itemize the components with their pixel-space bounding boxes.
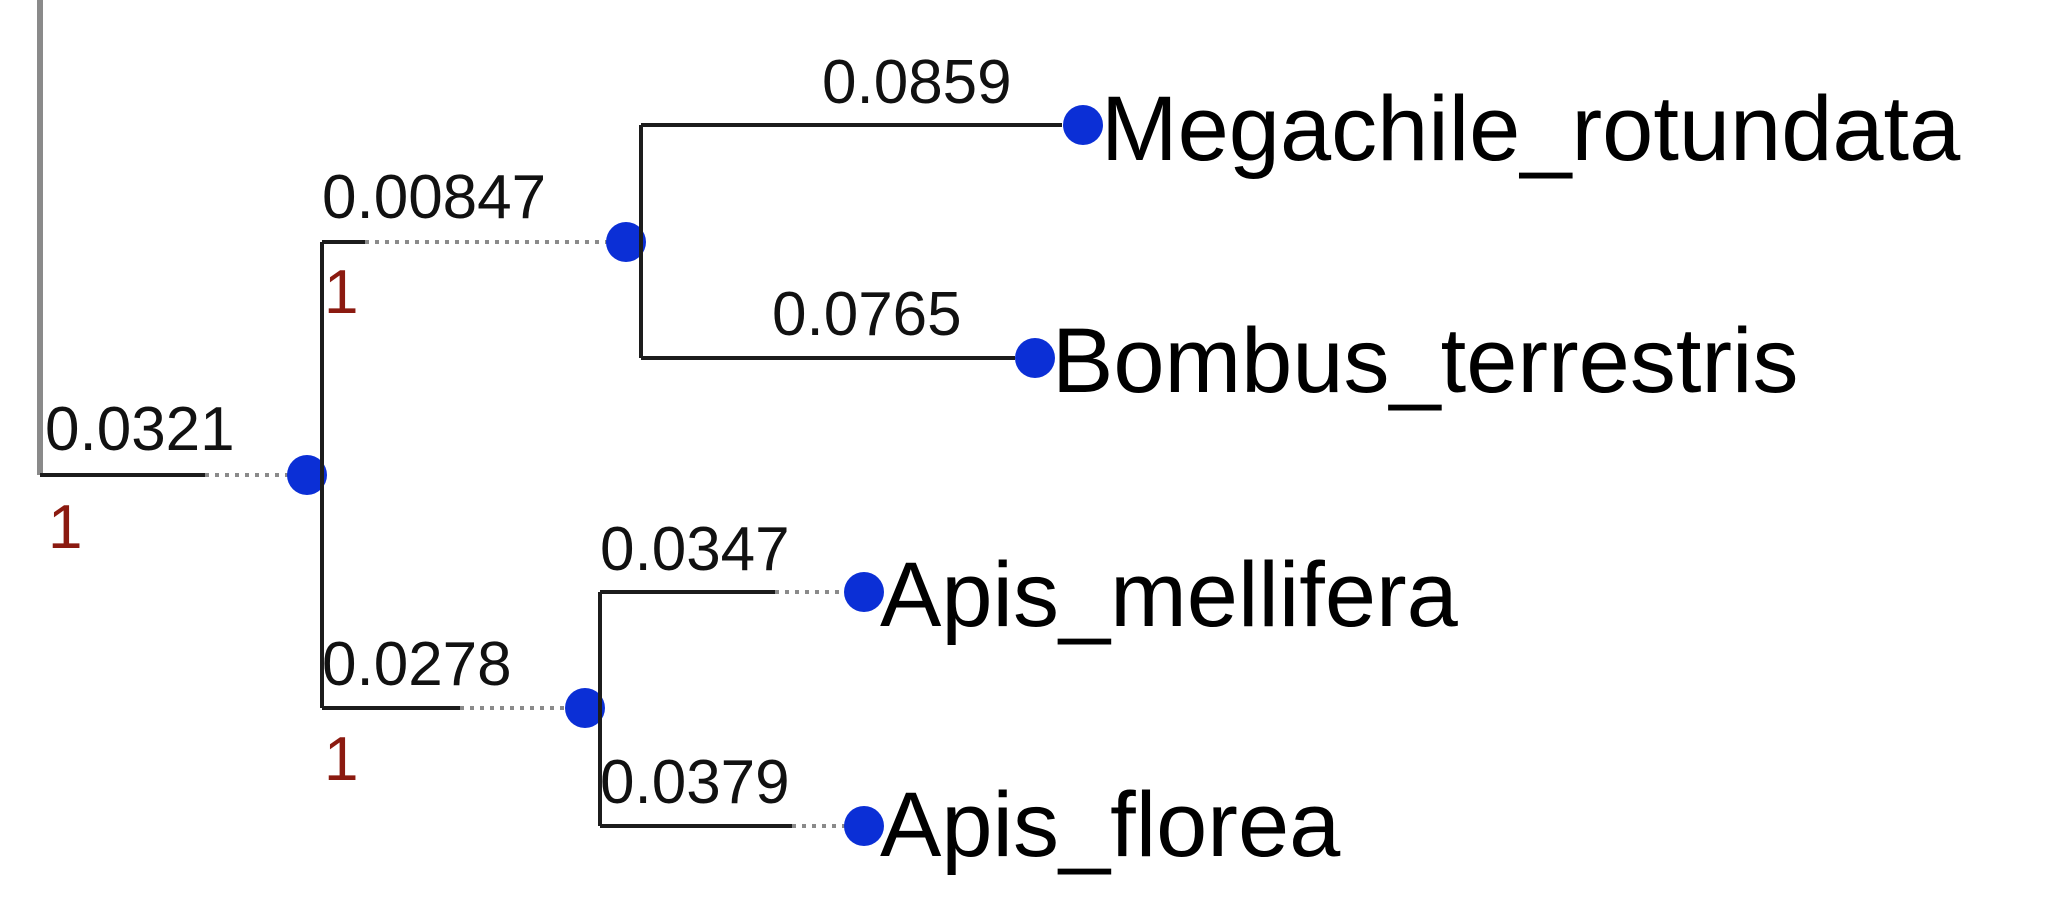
taxon-label-megachile: Megachile_rotundata xyxy=(1101,78,1961,180)
lower-clade-support: 1 xyxy=(324,725,358,794)
taxon-label-apis-mellifera: Apis_mellifera xyxy=(880,544,1459,646)
taxon-label-apis-florea: Apis_florea xyxy=(880,774,1341,876)
upper-clade-node xyxy=(606,222,646,262)
tip-node-megachile xyxy=(1063,105,1103,145)
lower-clade-length: 0.0278 xyxy=(322,630,512,699)
tip-node-apis-florea xyxy=(844,806,884,846)
upper-clade-length: 0.00847 xyxy=(322,163,546,232)
upper-clade-support: 1 xyxy=(324,258,358,327)
tip-node-bombus xyxy=(1015,338,1055,378)
lower-clade-node xyxy=(565,688,605,728)
root-node xyxy=(287,455,327,495)
tip-length-megachile: 0.0859 xyxy=(822,48,1012,117)
root-branch-length: 0.0321 xyxy=(45,395,235,464)
tip-length-apis-florea: 0.0379 xyxy=(600,748,790,817)
tip-length-apis-mellifera: 0.0347 xyxy=(600,515,790,584)
root-branch-support: 1 xyxy=(48,493,82,562)
tip-length-bombus: 0.0765 xyxy=(772,280,962,349)
taxon-label-bombus: Bombus_terrestris xyxy=(1052,310,1798,412)
tip-node-apis-mellifera xyxy=(844,572,884,612)
